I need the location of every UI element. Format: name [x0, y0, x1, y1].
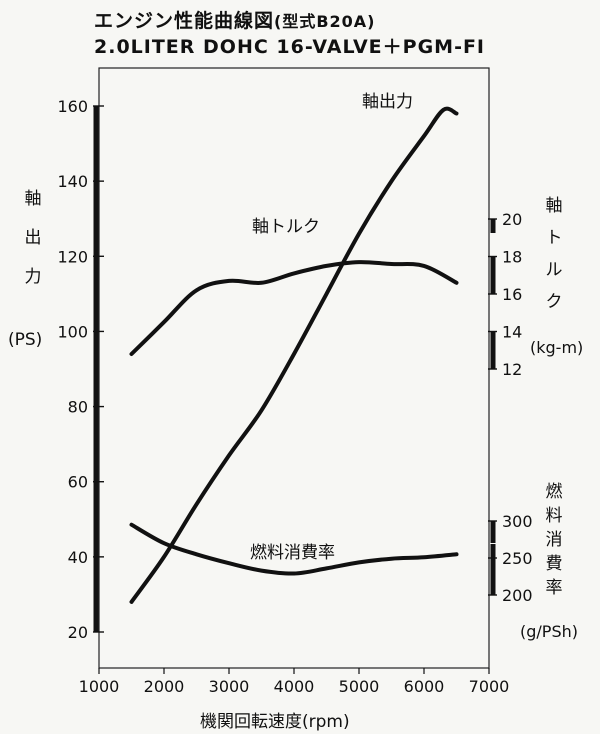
fuel-axis-unit: (g/PSh)	[520, 622, 578, 641]
x-tick-label: 2000	[144, 677, 185, 696]
left-axis-char: 軸	[24, 189, 42, 209]
power-curve	[129, 106, 459, 604]
torque-tick-label: 16	[502, 285, 522, 304]
torque-tick-label: 14	[502, 323, 522, 342]
x-tick-label: 3000	[209, 677, 250, 696]
x-tick-label: 4000	[274, 677, 315, 696]
fuel-tick-label: 200	[502, 586, 533, 605]
plot-frame	[98, 67, 490, 669]
left-axis-label: 軸 出 力	[22, 180, 44, 297]
left-tick-label: 100	[57, 322, 88, 341]
torque-axis-char: 軸	[545, 196, 563, 216]
fuel-axis-char: 燃	[545, 482, 563, 502]
left-tick-label: 60	[68, 473, 88, 492]
x-tick-label: 1000	[79, 677, 120, 696]
fuel-axis-char: 消	[545, 530, 563, 550]
fuel-axis-char: 率	[545, 578, 563, 598]
left-axis-char: 力	[24, 267, 42, 287]
series-label-torque: 軸トルク	[252, 217, 320, 237]
series-group	[129, 106, 459, 604]
left-tick-label: 20	[68, 623, 88, 642]
title-text: エンジン性能曲線図	[94, 10, 275, 32]
torque-curve	[129, 260, 459, 356]
left-tick-label: 80	[68, 398, 88, 417]
chart-title: エンジン性能曲線図(型式B20A)	[94, 6, 376, 33]
axes-group: 20 40 60 80 100 120 140 160 12 14 16 18 20 200 250 300 1…	[57, 97, 532, 696]
fuel-tick-label: 300	[502, 512, 533, 531]
series-label-fuel: 燃料消費率	[250, 543, 335, 563]
x-axis-label: 機関回転速度(rpm)	[200, 712, 350, 732]
title-note: (型式B20A)	[274, 12, 376, 31]
left-tick-label: 140	[57, 172, 88, 191]
left-axis-char: 出	[24, 228, 42, 248]
torque-axis-char: ル	[545, 260, 563, 280]
torque-tick-label: 12	[502, 360, 522, 379]
torque-axis-char: ク	[545, 292, 563, 312]
torque-axis-label: 軸 ト ル ク	[543, 190, 565, 318]
left-tick-label: 160	[57, 97, 88, 116]
left-tick-label: 40	[68, 548, 88, 567]
x-tick-label: 5000	[339, 677, 380, 696]
fuel-axis-char: 料	[545, 506, 563, 526]
torque-axis-unit: (kg-m)	[530, 338, 584, 357]
fuel-consumption-curve	[129, 522, 459, 576]
left-tick-label: 120	[57, 247, 88, 266]
torque-axis-char: ト	[545, 228, 563, 248]
torque-tick-label: 20	[502, 210, 522, 229]
x-tick-label: 7000	[469, 677, 510, 696]
torque-tick-label: 18	[502, 248, 522, 267]
fuel-axis-label: 燃 料 消 費 率	[543, 480, 565, 600]
x-tick-label: 6000	[404, 677, 445, 696]
fuel-tick-label: 250	[502, 549, 533, 568]
fuel-axis-char: 費	[545, 554, 563, 574]
series-label-power: 軸出力	[362, 92, 413, 112]
chart-subtitle: 2.0LITER DOHC 16-VALVE＋PGM-FI	[94, 36, 486, 58]
left-axis-unit: (PS)	[8, 330, 43, 350]
